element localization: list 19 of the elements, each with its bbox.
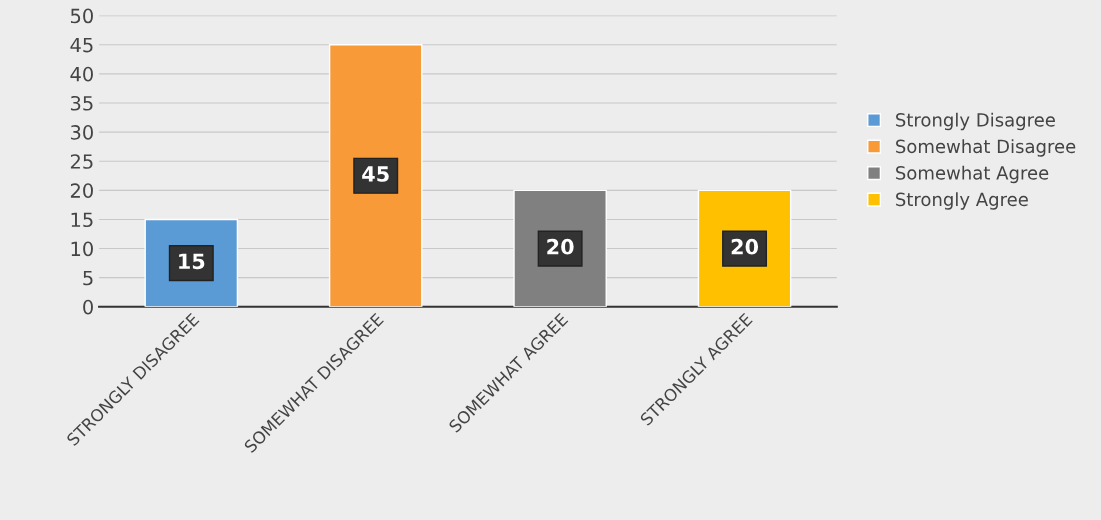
data-label: 15 [179,253,205,270]
y-tick-label: 20 [70,183,93,198]
y-tick-label: 40 [70,66,93,82]
y-tick-label: 45 [70,37,93,53]
legend-label: Somewhat Disagree [896,139,1076,157]
y-tick-label: 15 [71,212,93,228]
y-tick-label: 5 [83,270,93,286]
y-tick-label: 0 [83,299,93,315]
y-tick-label: 35 [70,95,93,111]
data-label: 20 [731,238,759,255]
legend-label: Strongly Agree [896,192,1028,210]
y-tick-label: 50 [70,8,93,24]
data-label: 20 [547,238,574,255]
y-tick-label: 25 [70,154,93,169]
y-tick-label: 10 [71,241,93,257]
y-tick-label: 30 [70,125,93,140]
legend-label: Somewhat Agree [896,165,1049,184]
legend-label: Strongly Disagree [896,112,1055,131]
data-label: 45 [362,166,389,182]
